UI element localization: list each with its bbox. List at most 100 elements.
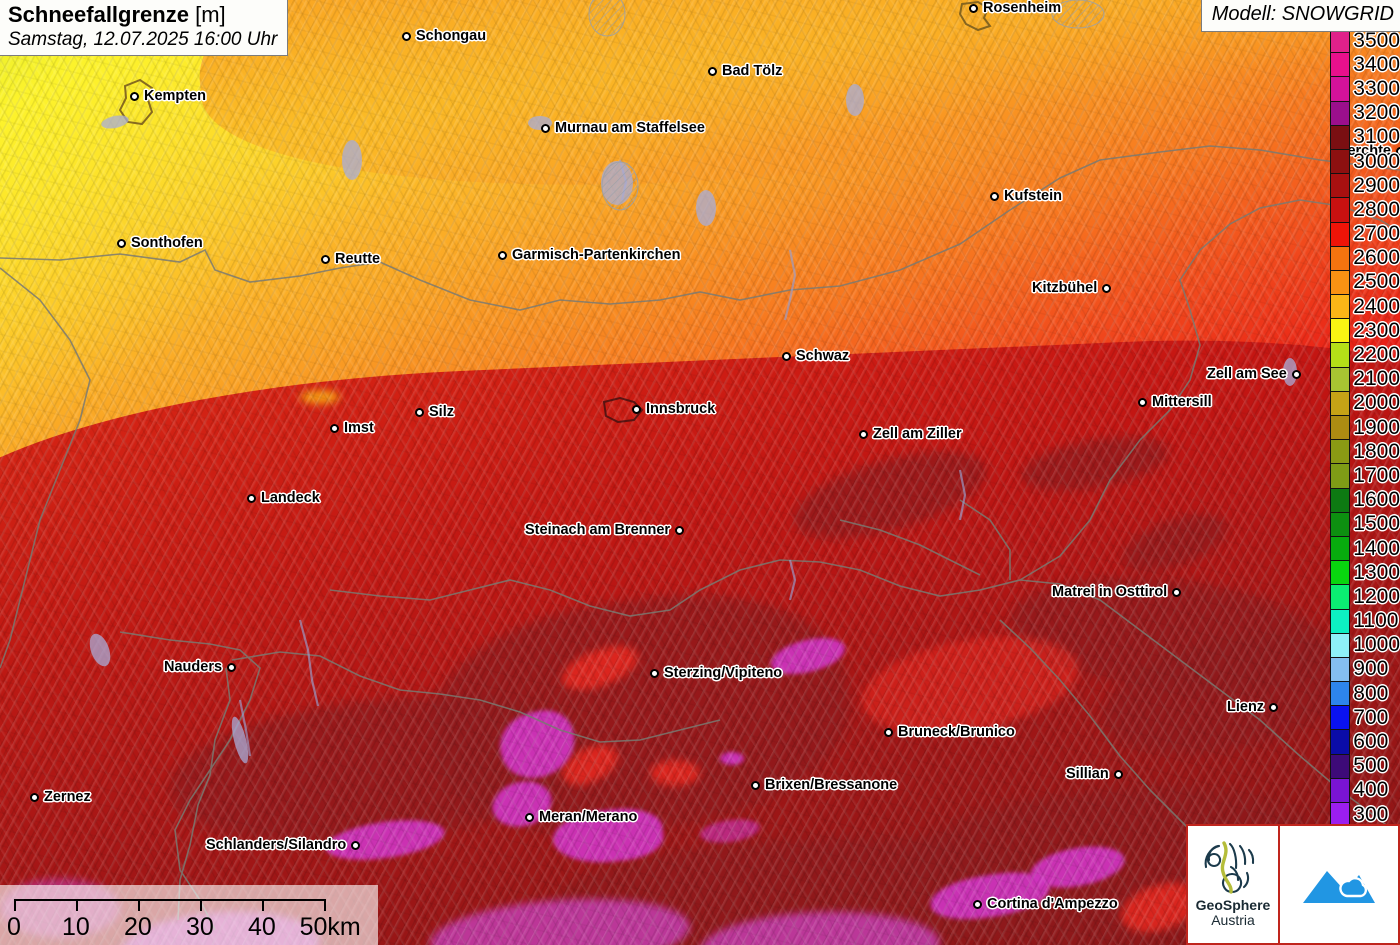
city-marker-icon bbox=[1269, 702, 1279, 712]
legend-row: 3400 bbox=[1330, 52, 1400, 77]
legend-value-label: 700 bbox=[1353, 705, 1389, 729]
city-name: Imst bbox=[344, 420, 374, 436]
city-name: Sterzing/Vipiteno bbox=[664, 665, 783, 681]
city-marker-icon bbox=[1396, 146, 1400, 156]
legend-value-label: 1800 bbox=[1353, 439, 1400, 463]
legend-value-label: 2000 bbox=[1353, 391, 1400, 415]
city-marker-icon bbox=[859, 429, 868, 439]
model-label: Modell: SNOWGRID bbox=[1200, 0, 1400, 32]
legend-value-label: 2200 bbox=[1353, 343, 1400, 367]
city-name: Murnau am Staffelsee bbox=[555, 120, 705, 136]
city-marker-icon bbox=[990, 191, 999, 201]
legend-row: 1200 bbox=[1330, 584, 1400, 609]
legend-row: 400 bbox=[1330, 777, 1400, 802]
legend-value-label: 2900 bbox=[1353, 173, 1400, 197]
title-parameter: Schneefallgrenze bbox=[8, 2, 189, 27]
city-name: Steinach am Brenner bbox=[525, 522, 671, 538]
city-label: Bruneck/Brunico bbox=[884, 725, 1015, 740]
city-marker-icon bbox=[351, 840, 361, 850]
title-unit: [m] bbox=[195, 2, 226, 27]
city-name: Schlanders/Silandro bbox=[206, 837, 347, 853]
legend-row: 3500 bbox=[1330, 28, 1400, 53]
legend-swatch bbox=[1330, 439, 1351, 464]
city-name: Lienz bbox=[1227, 699, 1265, 715]
legend-row: 900 bbox=[1330, 656, 1400, 682]
legend-swatch bbox=[1330, 100, 1351, 125]
city-name: Schwaz bbox=[796, 348, 850, 364]
legend-value-label: 300 bbox=[1353, 802, 1389, 826]
scale-tick bbox=[14, 899, 16, 911]
legend-value-label: 900 bbox=[1353, 657, 1389, 681]
legend-row: 2200 bbox=[1330, 342, 1400, 367]
legend-swatch bbox=[1330, 415, 1351, 440]
city-name: Meran/Merano bbox=[539, 809, 638, 825]
legend-value-label: 2400 bbox=[1353, 294, 1400, 318]
legend-row: 2100 bbox=[1330, 366, 1400, 391]
city-label: Bad Tölz bbox=[708, 64, 782, 79]
color-scale-legend: 3500 3400 3300 3200 3100 3000 2900 2800 2700 2600… bbox=[1330, 28, 1400, 875]
very-high-snowline-patch bbox=[720, 752, 744, 765]
legend-row: 3300 bbox=[1330, 76, 1400, 101]
legend-row: 1400 bbox=[1330, 535, 1400, 561]
legend-swatch bbox=[1330, 681, 1351, 706]
legend-row: 2400 bbox=[1330, 294, 1400, 319]
legend-swatch bbox=[1330, 52, 1351, 77]
geosphere-name: GeoSphere bbox=[1195, 897, 1271, 914]
legend-row: 3000 bbox=[1330, 148, 1400, 174]
city-marker-icon bbox=[782, 351, 791, 361]
city-marker-icon bbox=[632, 404, 641, 414]
legend-swatch bbox=[1330, 487, 1351, 512]
scale-tick-label: 0 bbox=[7, 913, 21, 941]
legend-value-label: 3500 bbox=[1353, 28, 1400, 52]
legend-swatch bbox=[1330, 342, 1351, 367]
legend-value-label: 2800 bbox=[1353, 197, 1400, 221]
city-marker-icon bbox=[884, 727, 893, 737]
lower-snowline-patch bbox=[300, 390, 340, 404]
city-marker-icon bbox=[1102, 283, 1112, 293]
city-name: Mittersill bbox=[1152, 394, 1212, 410]
city-label: Lienz bbox=[1227, 699, 1279, 715]
scale-bar-labels: 0 10 20 30 40 50km bbox=[0, 913, 378, 943]
city-name: Reutte bbox=[335, 251, 381, 267]
legend-swatch bbox=[1330, 560, 1351, 585]
legend-value-label: 1600 bbox=[1353, 488, 1400, 512]
scale-tick bbox=[324, 899, 326, 911]
city-label: Meran/Merano bbox=[525, 810, 637, 825]
mountain-cloud-icon bbox=[1303, 870, 1375, 903]
legend-swatch bbox=[1330, 269, 1351, 295]
legend-swatch bbox=[1330, 535, 1351, 561]
city-label: Reutte bbox=[321, 252, 380, 267]
city-name: Zernez bbox=[44, 789, 91, 805]
city-label: Kempten bbox=[130, 89, 206, 104]
legend-value-label: 1500 bbox=[1353, 512, 1400, 536]
legend-row: 1600 bbox=[1330, 487, 1400, 512]
city-label: Landeck bbox=[247, 491, 320, 506]
legend-row: 1900 bbox=[1330, 415, 1400, 440]
city-label: Zell am Ziller bbox=[859, 427, 962, 442]
legend-value-label: 1900 bbox=[1353, 415, 1400, 439]
city-label: Sonthofen bbox=[117, 236, 203, 251]
legend-row: 600 bbox=[1330, 729, 1400, 754]
legend-value-label: 1100 bbox=[1353, 609, 1399, 633]
city-label: Brixen/Bressanone bbox=[751, 778, 897, 793]
city-name: Bruneck/Brunico bbox=[898, 724, 1015, 740]
legend-swatch bbox=[1330, 221, 1351, 246]
scale-tick bbox=[138, 899, 140, 911]
city-label: Schongau bbox=[402, 29, 486, 44]
city-marker-icon bbox=[498, 250, 507, 260]
legend-row: 3200 bbox=[1330, 100, 1400, 125]
scale-tick-label: 40 bbox=[248, 913, 276, 941]
city-label: Silz bbox=[415, 405, 454, 420]
city-marker-icon bbox=[321, 254, 330, 264]
city-name: Cortina d'Ampezzo bbox=[987, 896, 1118, 912]
city-name: Innsbruck bbox=[646, 401, 716, 417]
legend-swatch bbox=[1330, 584, 1351, 609]
legend-value-label: 3400 bbox=[1353, 52, 1400, 76]
legend-value-label: 2300 bbox=[1353, 318, 1400, 342]
legend-swatch bbox=[1330, 124, 1351, 149]
city-label: Zernez bbox=[30, 790, 91, 805]
